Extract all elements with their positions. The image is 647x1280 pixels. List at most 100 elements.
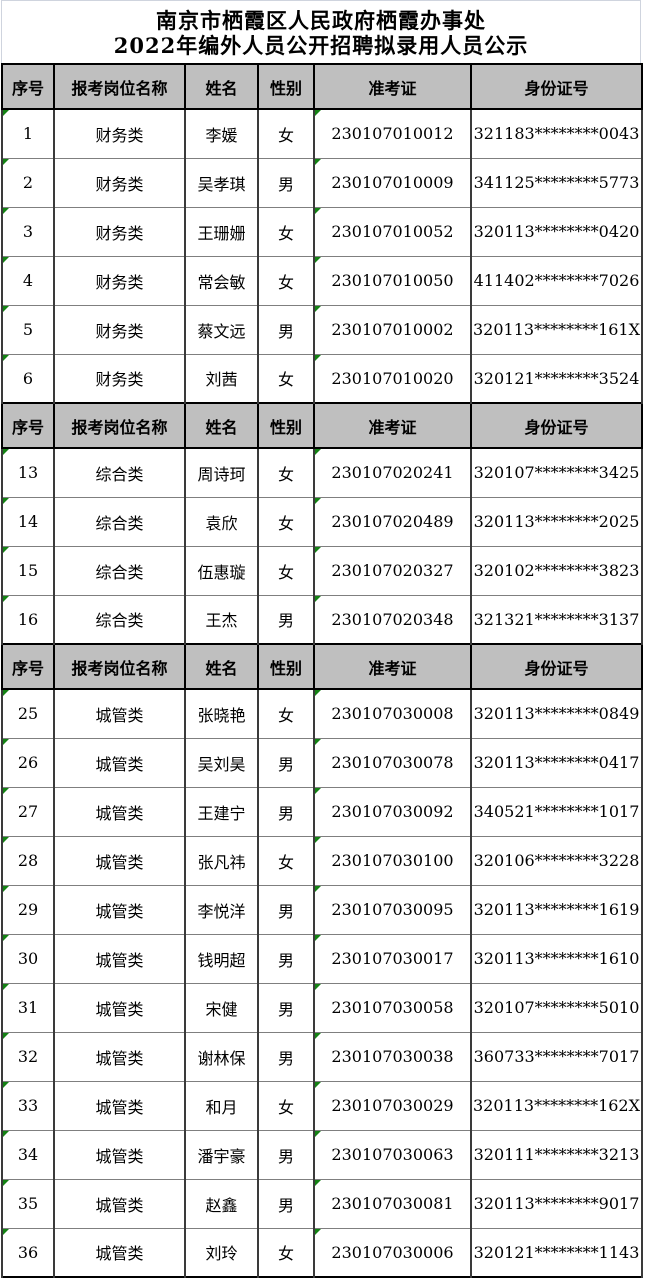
cell-text-position: 城管类 xyxy=(95,705,144,725)
header-cell-ticket: 准考证 xyxy=(313,402,472,449)
cell-ticket: 230107010009 xyxy=(313,157,472,208)
cell-position: 城管类 xyxy=(53,933,186,984)
cell-text-gender: 男 xyxy=(277,174,294,194)
header-cell-gender: 性别 xyxy=(257,63,315,110)
cell-gender: 男 xyxy=(257,884,315,935)
cell-id-number: 320121********3524 xyxy=(470,353,643,404)
cell-text-id-number: 320102********3823 xyxy=(473,561,640,580)
cell-index: 4 xyxy=(1,255,55,306)
cell-name: 刘茜 xyxy=(184,353,259,404)
cell-text-name: 张凡祎 xyxy=(197,852,246,872)
header-cell-index: 序号 xyxy=(1,643,55,690)
cell-id-number: 320113********162X xyxy=(470,1080,643,1131)
cell-text-index: 13 xyxy=(17,463,39,483)
cell-id-number: 320107********3425 xyxy=(470,447,643,498)
cell-text-name: 王建宁 xyxy=(197,803,246,823)
excel-green-triangle-icon xyxy=(3,256,9,263)
excel-green-triangle-icon xyxy=(3,110,9,116)
cell-text-index: 34 xyxy=(17,1145,39,1164)
cell-position: 财务类 xyxy=(53,353,186,404)
header-cell-name: 姓名 xyxy=(184,402,259,449)
cell-name: 王珊姗 xyxy=(184,206,259,257)
table-row: 16 综合类 王杰 男 230107020348 321321********3137 xyxy=(1,594,643,645)
excel-green-triangle-icon xyxy=(315,158,321,165)
cell-ticket: 230107020348 xyxy=(313,594,472,645)
cell-index: 35 xyxy=(1,1178,55,1229)
cell-text-position: 综合类 xyxy=(95,611,144,631)
excel-green-triangle-icon xyxy=(3,1081,9,1088)
cell-text-name: 谢林保 xyxy=(197,1048,246,1068)
cell-name: 刘玲 xyxy=(184,1227,259,1278)
cell-index: 30 xyxy=(1,933,55,984)
cell-text-index: 36 xyxy=(17,1242,39,1262)
cell-text-position: 城管类 xyxy=(95,754,144,774)
cell-position: 综合类 xyxy=(53,447,186,498)
cell-position: 城管类 xyxy=(53,982,186,1033)
cell-position: 财务类 xyxy=(53,304,186,355)
cell-position: 城管类 xyxy=(53,1178,186,1229)
excel-green-triangle-icon xyxy=(3,449,9,455)
header-cell-id-number: 身份证号 xyxy=(470,402,643,449)
cell-text-ticket: 230107010012 xyxy=(331,124,454,144)
cell-name: 常会敏 xyxy=(184,255,259,306)
cell-text-position: 城管类 xyxy=(95,1195,144,1215)
cell-text-id-number: 320113********0417 xyxy=(473,753,640,772)
cell-text-name: 王珊姗 xyxy=(197,223,246,243)
cell-gender: 男 xyxy=(257,1031,315,1082)
cell-text-name: 吴刘昊 xyxy=(197,754,246,774)
table-row: 28 城管类 张凡祎 女 230107030100 320106********3228 xyxy=(1,835,643,886)
cell-name: 王建宁 xyxy=(184,786,259,837)
excel-green-triangle-icon xyxy=(315,110,321,116)
cell-id-number: 320113********1610 xyxy=(470,933,643,984)
cell-text-ticket: 230107020241 xyxy=(331,463,454,483)
cell-index: 34 xyxy=(1,1129,55,1180)
cell-text-position: 城管类 xyxy=(95,999,144,1019)
header-cell-gender: 性别 xyxy=(257,643,315,690)
cell-text-index: 30 xyxy=(17,949,39,968)
cell-text-id-number: 321321********3137 xyxy=(473,609,640,629)
excel-green-triangle-icon xyxy=(315,1228,321,1235)
header-cell-name: 姓名 xyxy=(184,63,259,110)
cell-text-gender: 男 xyxy=(277,754,294,774)
cell-text-name: 和月 xyxy=(205,1097,238,1117)
cell-text-id-number: 320107********5010 xyxy=(473,998,640,1017)
table-row: 3 财务类 王珊姗 女 230107010052 320113********0420 xyxy=(1,206,643,257)
cell-id-number: 340521********1017 xyxy=(470,786,643,837)
cell-ticket: 230107010020 xyxy=(313,353,472,404)
cell-id-number: 320107********5010 xyxy=(470,982,643,1033)
cell-position: 城管类 xyxy=(53,1227,186,1278)
header-cell-id-number: 身份证号 xyxy=(470,643,643,690)
cell-text-ticket: 230107030029 xyxy=(331,1096,454,1115)
cell-index: 33 xyxy=(1,1080,55,1131)
cell-ticket: 230107030095 xyxy=(313,884,472,935)
page-title-line1: 南京市栖霞区人民政府栖霞办事处 xyxy=(156,8,486,33)
excel-green-triangle-icon xyxy=(3,1130,9,1137)
cell-ticket: 230107030063 xyxy=(313,1129,472,1180)
cell-id-number: 320113********9017 xyxy=(470,1178,643,1229)
header-cell-index: 序号 xyxy=(1,402,55,449)
cell-text-id-number: 320113********9017 xyxy=(473,1194,640,1213)
cell-text-gender: 女 xyxy=(277,513,294,533)
cell-position: 城管类 xyxy=(53,737,186,788)
cell-index: 13 xyxy=(1,447,55,498)
excel-green-triangle-icon xyxy=(315,449,321,455)
excel-green-triangle-icon xyxy=(3,934,9,941)
cell-text-id-number: 321183********0043 xyxy=(473,124,640,144)
cell-ticket: 230107030038 xyxy=(313,1031,472,1082)
cell-id-number: 320113********1619 xyxy=(470,884,643,935)
cell-text-gender: 男 xyxy=(277,901,294,921)
cell-index: 31 xyxy=(1,982,55,1033)
excel-green-triangle-icon xyxy=(315,354,321,361)
cell-id-number: 320113********2025 xyxy=(470,496,643,547)
cell-text-index: 15 xyxy=(17,561,39,580)
cell-gender: 男 xyxy=(257,594,315,645)
cell-text-ticket: 230107030095 xyxy=(331,900,454,919)
cell-text-name: 钱明超 xyxy=(197,950,246,970)
header-row: 序号 报考岗位名称 姓名 性别 准考证 身份证号 xyxy=(1,63,643,110)
cell-name: 和月 xyxy=(184,1080,259,1131)
cell-text-position: 财务类 xyxy=(95,174,144,194)
cell-ticket: 230107020327 xyxy=(313,545,472,596)
cell-name: 周诗珂 xyxy=(184,447,259,498)
cell-text-ticket: 230107010009 xyxy=(331,173,454,192)
cell-ticket: 230107010052 xyxy=(313,206,472,257)
